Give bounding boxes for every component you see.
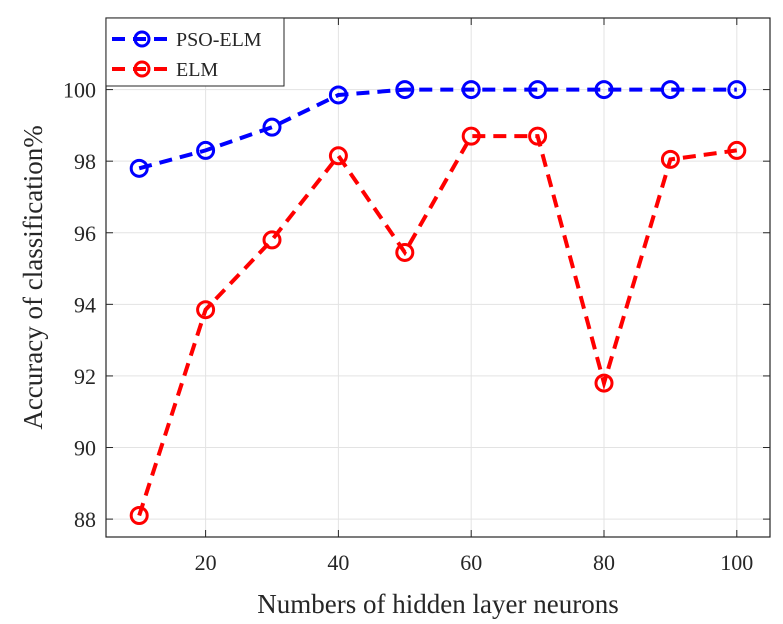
data-point-pso-elm [528,80,548,100]
data-point-pso-elm [660,80,680,100]
data-point-elm [328,146,348,166]
data-point-pso-elm [129,158,149,178]
legend-entry-pso-elm: PSO-ELM [112,29,262,51]
x-tick-label: 20 [195,550,217,575]
series-line-pso-elm [138,87,737,171]
data-point-pso-elm [461,80,481,100]
series-line-elm [137,134,738,517]
data-point-elm [727,140,747,160]
legend-entry-elm: ELM [112,59,218,81]
plot-area-frame [105,17,771,538]
data-point-elm [528,126,548,146]
data-point-elm [660,149,680,169]
data-point-pso-elm [196,140,216,160]
data-point-pso-elm [594,80,614,100]
legend-marker-pso-elm [133,30,151,48]
legend: PSO-ELM ELM [105,17,285,87]
x-tick-labels: 20 40 60 80 100 [195,550,754,575]
legend-label-pso-elm: PSO-ELM [176,29,262,51]
grid [106,18,770,537]
y-tick-label: 88 [74,507,96,532]
data-point-elm [594,373,614,393]
tick-marks [106,18,770,537]
x-tick-label: 100 [720,550,753,575]
data-point-elm [461,126,481,146]
y-tick-label: 98 [74,149,96,174]
data-point-elm [196,300,216,320]
y-tick-label: 100 [63,78,96,103]
data-point-elm [129,506,149,526]
y-tick-label: 92 [74,364,96,389]
y-tick-labels: 88 90 92 94 96 98 100 [63,78,96,533]
series-elm [129,126,747,526]
x-axis-label: Numbers of hidden layer neurons [257,589,618,619]
x-tick-label: 80 [593,550,615,575]
data-point-elm [262,230,282,250]
y-tick-label: 96 [74,221,96,246]
series-layer [129,80,747,526]
data-point-pso-elm [727,80,747,100]
series-pso-elm [129,80,747,178]
y-tick-label: 94 [74,292,96,317]
data-point-elm [395,242,415,262]
y-axis-label: Accuracy of classification% [18,125,48,429]
legend-label-elm: ELM [176,59,218,81]
data-point-pso-elm [395,80,415,100]
data-point-pso-elm [262,117,282,137]
x-tick-label: 40 [327,550,349,575]
y-tick-label: 90 [74,436,96,461]
legend-marker-elm [133,60,151,78]
x-tick-label: 60 [460,550,482,575]
data-point-pso-elm [328,85,348,105]
